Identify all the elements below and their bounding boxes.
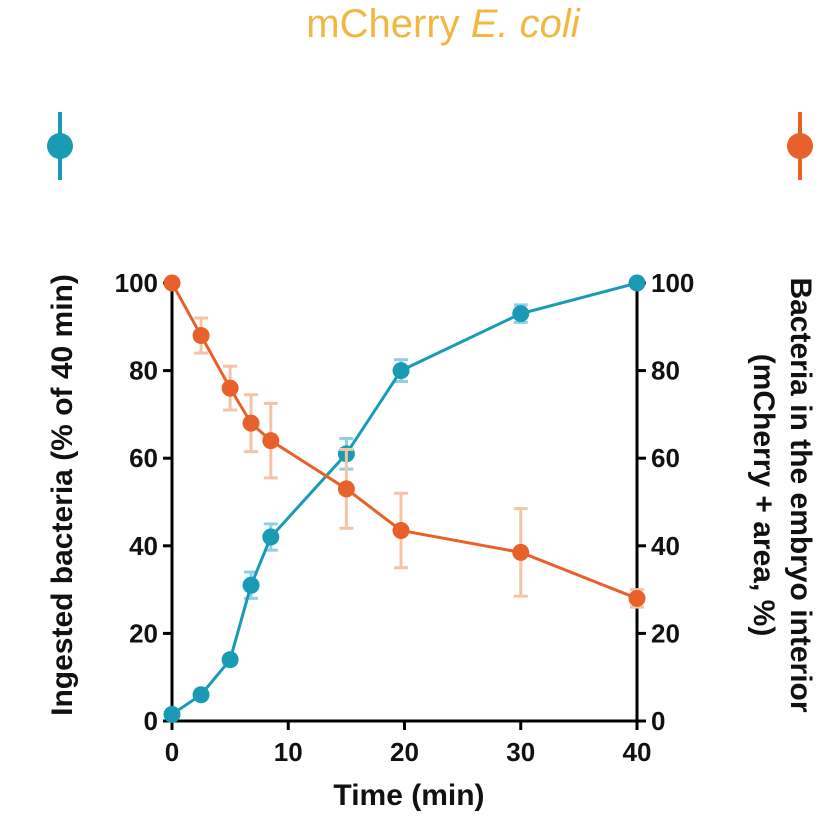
data-point bbox=[163, 274, 181, 292]
x-tick-label: 30 bbox=[506, 737, 535, 767]
chart-title: mCherry E. coli bbox=[306, 2, 581, 46]
series-layer bbox=[163, 274, 646, 723]
y-tick-label-left: 20 bbox=[129, 618, 158, 648]
data-point bbox=[628, 589, 646, 607]
y-tick-label-right: 60 bbox=[651, 443, 680, 473]
data-point bbox=[262, 528, 280, 546]
series-ingested bbox=[163, 274, 646, 723]
y-tick-label-right: 0 bbox=[651, 706, 665, 736]
data-point bbox=[628, 274, 646, 292]
series-interior bbox=[163, 274, 646, 609]
y-tick-label-left: 40 bbox=[129, 531, 158, 561]
chart-title-italic: E. coli bbox=[471, 2, 581, 46]
data-point bbox=[242, 414, 260, 432]
data-point bbox=[392, 362, 410, 380]
y-tick-label-right: 40 bbox=[651, 531, 680, 561]
data-point bbox=[392, 521, 410, 539]
data-point bbox=[512, 543, 530, 561]
y-axis-label-left: Ingested bacteria (% of 40 min) bbox=[46, 274, 79, 716]
data-point bbox=[337, 480, 355, 498]
data-point bbox=[242, 576, 260, 594]
data-point bbox=[221, 651, 239, 669]
y-tick-label-right: 100 bbox=[651, 268, 694, 298]
y-axis-label-right-line2: (mCherry + area, %) bbox=[747, 354, 780, 637]
legend-marker-interior bbox=[787, 112, 813, 180]
y-tick-label-left: 80 bbox=[129, 356, 158, 386]
chart-title-main: mCherry bbox=[306, 2, 459, 46]
y-tick-label-right: 80 bbox=[651, 356, 680, 386]
legend-marker-ingested bbox=[47, 112, 73, 180]
data-point bbox=[192, 327, 210, 345]
data-point bbox=[262, 432, 280, 450]
y-tick-label-left: 60 bbox=[129, 443, 158, 473]
y-tick-label-left: 0 bbox=[144, 706, 158, 736]
data-point bbox=[512, 305, 530, 323]
x-axis-label: Time (min) bbox=[333, 779, 484, 812]
y-axis-label-right-line1: Bacteria in the embryo interior bbox=[784, 277, 817, 712]
x-tick-label: 0 bbox=[165, 737, 179, 767]
data-point bbox=[192, 686, 210, 704]
y-tick-label-left: 100 bbox=[115, 268, 158, 298]
data-point bbox=[221, 379, 239, 397]
x-tick-label: 20 bbox=[390, 737, 419, 767]
x-tick-label: 40 bbox=[623, 737, 652, 767]
y-tick-label-right: 20 bbox=[651, 618, 680, 648]
axis-ticks bbox=[163, 281, 646, 730]
series-line bbox=[170, 282, 638, 600]
data-point bbox=[163, 705, 181, 723]
series-line bbox=[171, 281, 638, 716]
x-tick-label: 10 bbox=[274, 737, 303, 767]
